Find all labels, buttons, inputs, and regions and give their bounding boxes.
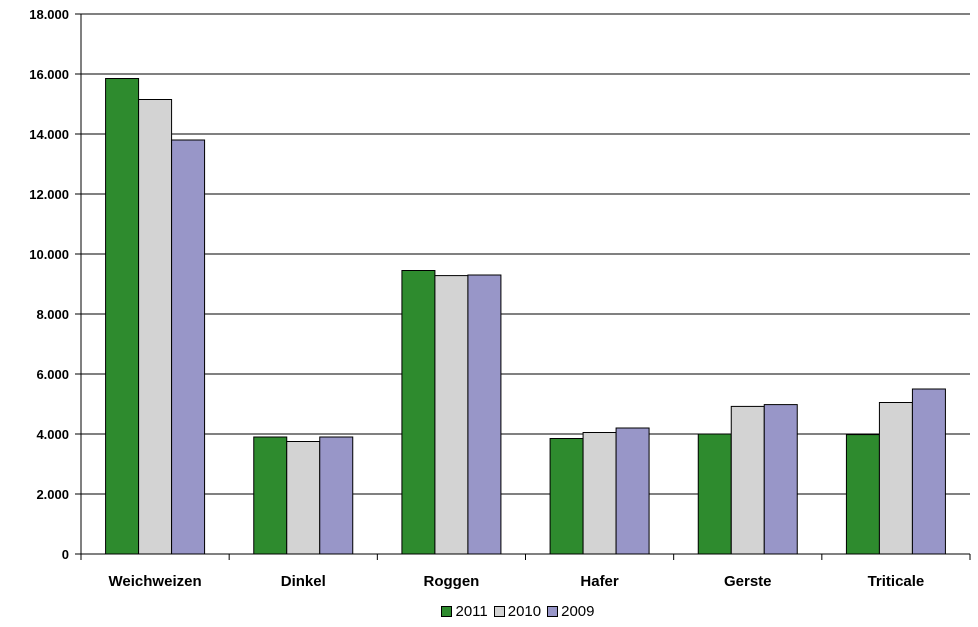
- bar-2010-dinkel: [286, 441, 321, 555]
- legend-label-2011: 2011: [455, 603, 488, 620]
- x-category-label: Weichweizen: [109, 573, 202, 590]
- bar-2009-weichweizen: [171, 139, 206, 555]
- bar-chart: 0 2.000 4.000 6.000 8.000 10.000 12.000 14.000 1…: [29, 7, 971, 590]
- legend-item-2010: 2010: [493, 603, 542, 620]
- x-category-label: Triticale: [868, 573, 925, 590]
- legend-item-2009: 2009: [547, 603, 595, 620]
- y-tick-label: 0: [62, 547, 69, 562]
- bar-2011-weichweizen: [105, 78, 140, 555]
- legend-swatch-2010: [493, 606, 505, 617]
- y-tick-label: 14.000: [29, 127, 69, 142]
- bar-2009-hafer: [615, 427, 650, 555]
- bar-2010-gerste: [730, 405, 765, 555]
- bar-2010-weichweizen: [138, 99, 173, 555]
- y-tick-label: 8.000: [36, 307, 69, 322]
- y-tick-label: 16.000: [29, 67, 69, 82]
- legend-swatch-2011: [441, 606, 453, 617]
- y-tick-label: 2.000: [36, 487, 69, 502]
- x-category-label: Dinkel: [281, 573, 326, 590]
- bar-2009-roggen: [467, 274, 502, 555]
- bar-2009-dinkel: [319, 436, 354, 555]
- x-category-label: Gerste: [724, 573, 772, 590]
- bar-2010-hafer: [582, 432, 617, 555]
- bar-2011-gerste: [697, 433, 732, 555]
- x-category-label: Roggen: [424, 573, 480, 590]
- bars: [105, 78, 946, 555]
- bar-2009-gerste: [763, 404, 798, 555]
- bar-2009-triticale: [911, 388, 946, 555]
- axes: [75, 13, 971, 560]
- legend-label-2010: 2010: [507, 603, 542, 620]
- bar-2011-roggen: [401, 270, 436, 555]
- y-tick-label: 6.000: [36, 367, 69, 382]
- legend: 2011 2010 2009: [0, 603, 978, 620]
- y-tick-label: 10.000: [29, 247, 69, 262]
- x-category-labels: Weichweizen Dinkel Roggen Hafer Gerste Tritic…: [109, 573, 925, 590]
- bar-2011-triticale: [845, 434, 880, 555]
- legend-swatch-2009: [547, 606, 559, 617]
- y-tick-label: 18.000: [29, 7, 69, 22]
- legend-item-2011: 2011: [441, 603, 488, 620]
- gridlines: [81, 13, 970, 495]
- y-tick-label: 12.000: [29, 187, 69, 202]
- y-tick-label: 4.000: [36, 427, 69, 442]
- bar-2011-hafer: [549, 438, 584, 555]
- bar-2011-dinkel: [253, 436, 288, 555]
- legend-label-2009: 2009: [561, 603, 595, 620]
- y-tick-labels: 0 2.000 4.000 6.000 8.000 10.000 12.000 14.000 1…: [29, 7, 69, 562]
- bar-2010-triticale: [878, 402, 913, 555]
- x-category-label: Hafer: [580, 573, 619, 590]
- bar-2010-roggen: [434, 275, 469, 555]
